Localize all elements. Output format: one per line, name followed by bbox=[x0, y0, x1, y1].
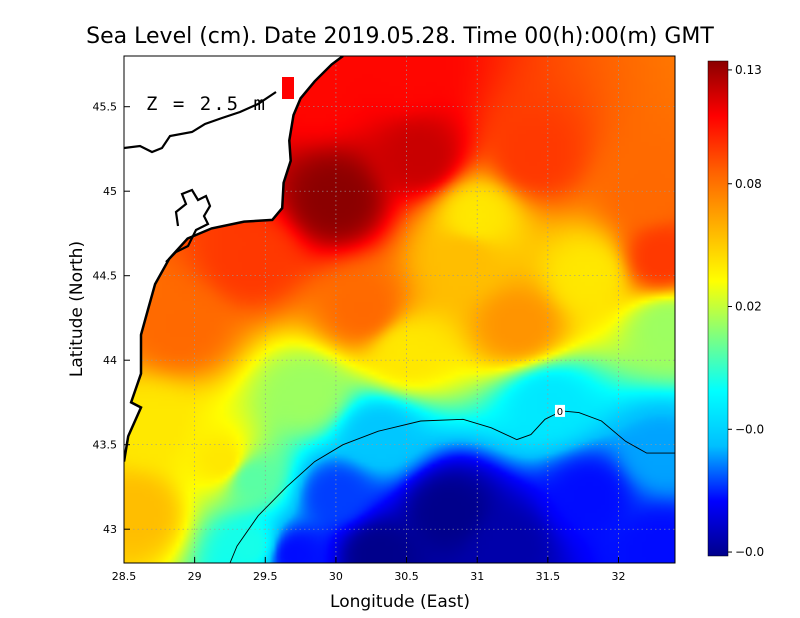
grid-lines bbox=[124, 56, 675, 563]
y-tick-label: 45 bbox=[103, 185, 117, 198]
x-tick-label: 29 bbox=[188, 570, 202, 583]
chart-title: Sea Level (cm). Date 2019.05.28. Time 00… bbox=[86, 24, 714, 49]
x-axis: 28.5 29 29.5 30 30.5 31 31.5 32 bbox=[112, 557, 625, 583]
red-cell bbox=[282, 77, 294, 99]
zero-contour bbox=[229, 410, 675, 563]
colorbar-tick-label: 0.08 bbox=[735, 177, 762, 191]
coastline-lagoon bbox=[124, 91, 277, 154]
colorbar-ticks: 0.13 0.08 0.02 −0.0 −0.0 bbox=[728, 63, 764, 559]
x-tick-label: 29.5 bbox=[253, 570, 278, 583]
colorbar bbox=[707, 60, 729, 557]
plot-frame bbox=[123, 55, 676, 564]
y-tick-label: 44.5 bbox=[93, 270, 118, 283]
x-tick-label: 30 bbox=[329, 570, 343, 583]
y-tick-label: 45.5 bbox=[93, 101, 118, 114]
x-tick-label: 31.5 bbox=[536, 570, 561, 583]
y-axis-label: Latitude (North) bbox=[67, 241, 87, 377]
y-tick-label: 43 bbox=[103, 523, 117, 536]
x-axis-label: Longitude (East) bbox=[330, 592, 470, 612]
x-tick-label: 31 bbox=[470, 570, 484, 583]
colorbar-tick-label: 0.13 bbox=[735, 63, 762, 77]
colorbar-tick-label: 0.02 bbox=[735, 300, 762, 314]
depth-annotation: Z = 2.5 m bbox=[146, 93, 267, 115]
colorbar-tick-label: −0.0 bbox=[735, 422, 764, 436]
y-tick-label: 43.5 bbox=[93, 439, 118, 452]
x-tick-label: 28.5 bbox=[112, 570, 137, 583]
y-tick-label: 44 bbox=[103, 354, 117, 367]
land-mask bbox=[124, 56, 343, 462]
coastline bbox=[124, 56, 344, 462]
contour-label: 0 bbox=[554, 404, 565, 418]
y-axis: 43 43.5 44 44.5 45 45.5 bbox=[93, 101, 130, 536]
colorbar-tick-label: −0.0 bbox=[735, 545, 764, 559]
x-tick-label: 30.5 bbox=[394, 570, 419, 583]
x-tick-label: 32 bbox=[611, 570, 625, 583]
contour-label-text: 0 bbox=[557, 407, 563, 418]
coastline-delta bbox=[165, 188, 212, 263]
